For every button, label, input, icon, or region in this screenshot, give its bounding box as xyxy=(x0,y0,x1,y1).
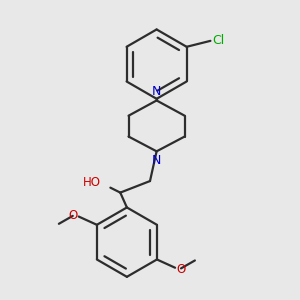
Text: N: N xyxy=(152,85,161,98)
Text: N: N xyxy=(152,154,161,167)
Text: O: O xyxy=(68,209,77,222)
Text: O: O xyxy=(176,262,186,276)
Text: HO: HO xyxy=(82,176,100,189)
Text: Cl: Cl xyxy=(212,34,224,47)
